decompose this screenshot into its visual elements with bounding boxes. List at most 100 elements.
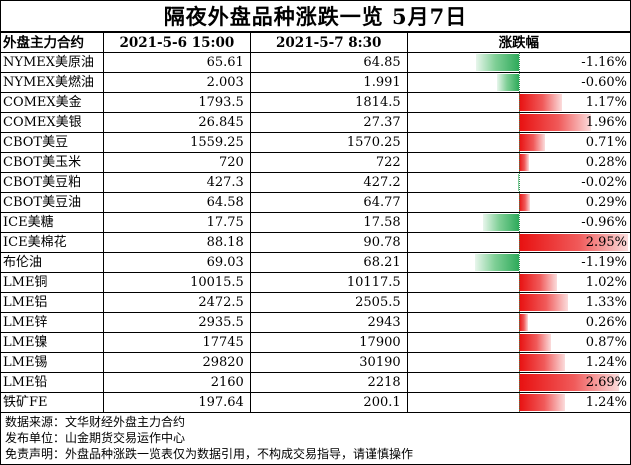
change-bar-up	[518, 374, 619, 391]
change-bar-up	[518, 314, 529, 331]
contract-name: CBOT美豆	[0, 132, 104, 153]
curr-price: 10117.5	[249, 272, 408, 293]
zero-line	[518, 173, 520, 192]
table-row: LME铝 2472.5 2505.5 1.33%	[0, 292, 631, 313]
zero-line	[518, 313, 520, 332]
curr-price: 1.991	[249, 72, 408, 93]
table-row: CBOT美豆油 64.58 64.77 0.29%	[0, 192, 631, 213]
header-contract: 外盘主力合约	[0, 32, 104, 53]
change-cell: 1.24%	[406, 392, 631, 413]
change-percent: -0.96%	[581, 215, 627, 230]
table-row: LME锌 2935.5 2943 0.26%	[0, 312, 631, 333]
curr-price: 1814.5	[249, 92, 408, 113]
curr-price: 30190	[249, 352, 408, 373]
change-cell: -0.02%	[406, 172, 631, 193]
contract-name: LME铅	[0, 372, 104, 393]
change-cell: 1.17%	[406, 92, 631, 113]
curr-price: 17.58	[249, 212, 408, 233]
zero-line	[518, 273, 520, 292]
change-percent: 1.33%	[585, 295, 627, 310]
change-cell: 2.69%	[406, 372, 631, 393]
contract-name: CBOT美豆粕	[0, 172, 104, 193]
prev-price: 69.03	[102, 252, 251, 273]
change-bar-up	[518, 334, 552, 351]
change-percent: 0.29%	[585, 195, 627, 210]
contract-name: LME锌	[0, 312, 104, 333]
curr-price: 2505.5	[249, 292, 408, 313]
zero-line	[518, 193, 520, 212]
contract-name: LME锡	[0, 352, 104, 373]
contract-name: LME镍	[0, 332, 104, 353]
curr-price: 17900	[249, 332, 408, 353]
zero-line	[518, 393, 520, 412]
change-bar-up	[518, 154, 530, 171]
change-bar-up	[518, 274, 557, 291]
prev-price: 10015.5	[102, 272, 251, 293]
change-bar-up	[518, 94, 563, 111]
change-cell: -1.16%	[406, 52, 631, 73]
table-row: CBOT美豆 1559.25 1570.25 0.71%	[0, 132, 631, 153]
zero-line	[518, 293, 520, 312]
zero-line	[518, 353, 520, 372]
change-percent: 1.24%	[585, 355, 627, 370]
change-cell: 0.28%	[406, 152, 631, 173]
change-percent: 1.96%	[585, 115, 627, 130]
change-cell: 0.71%	[406, 132, 631, 153]
change-cell: 1.24%	[406, 352, 631, 373]
prev-price: 26.845	[102, 112, 251, 133]
change-percent: 0.28%	[585, 155, 627, 170]
table-row: LME锡 29820 30190 1.24%	[0, 352, 631, 373]
change-cell: 1.33%	[406, 292, 631, 313]
curr-price: 427.2	[249, 172, 408, 193]
prev-price: 2472.5	[102, 292, 251, 313]
change-percent: 2.69%	[585, 375, 627, 390]
page-title: 隔夜外盘品种涨跌一览 5月7日	[0, 0, 631, 32]
change-bar-down	[496, 74, 519, 91]
change-percent: -0.02%	[581, 175, 627, 190]
contract-name: COMEX美银	[0, 112, 104, 133]
table-row: NYMEX美原油 65.61 64.85 -1.16%	[0, 52, 631, 73]
prev-price: 1559.25	[102, 132, 251, 153]
change-bar-down	[474, 254, 519, 271]
curr-price: 64.85	[249, 52, 408, 73]
change-bar-down	[518, 174, 519, 191]
footnotes: 数据来源：文华财经外盘主力合约 发布单位：山金期货交易运作中心 免责声明：外盘品…	[0, 413, 631, 465]
table-row: 布伦油 69.03 68.21 -1.19%	[0, 252, 631, 273]
table-row: COMEX美银 26.845 27.37 1.96%	[0, 112, 631, 133]
change-percent: 0.26%	[585, 315, 627, 330]
zero-line	[518, 113, 520, 132]
curr-price: 90.78	[249, 232, 408, 253]
prev-price: 720	[102, 152, 251, 173]
table-row: LME镍 17745 17900 0.87%	[0, 332, 631, 353]
change-cell: 1.96%	[406, 112, 631, 133]
header-curr-time: 2021-5-7 8:30	[249, 32, 408, 53]
table-row: CBOT美豆粕 427.3 427.2 -0.02%	[0, 172, 631, 193]
change-bar-up	[518, 234, 629, 251]
contract-name: LME铝	[0, 292, 104, 313]
prev-price: 64.58	[102, 192, 251, 213]
contract-name: 铁矿FE	[0, 392, 104, 413]
change-cell: 1.02%	[406, 272, 631, 293]
change-cell: 0.87%	[406, 332, 631, 353]
contract-name: NYMEX美燃油	[0, 72, 104, 93]
note-disclaimer: 免责声明：外盘品种涨跌一览表仅为数据引用，不构成交易指导，请谨慎操作	[5, 447, 414, 461]
change-bar-up	[518, 294, 569, 311]
table-row: ICE美糖 17.75 17.58 -0.96%	[0, 212, 631, 233]
prev-price: 2935.5	[102, 312, 251, 333]
curr-price: 27.37	[249, 112, 408, 133]
curr-price: 200.1	[249, 392, 408, 413]
zero-line	[518, 73, 520, 92]
table-row: NYMEX美燃油 2.003 1.991 -0.60%	[0, 72, 631, 93]
change-bar-up	[518, 354, 565, 371]
change-percent: 1.24%	[585, 395, 627, 410]
change-bar-up	[518, 114, 592, 131]
prev-price: 65.61	[102, 52, 251, 73]
zero-line	[518, 153, 520, 172]
curr-price: 64.77	[249, 192, 408, 213]
contract-name: 布伦油	[0, 252, 104, 273]
change-cell: 2.95%	[406, 232, 631, 253]
curr-price: 2943	[249, 312, 408, 333]
curr-price: 2218	[249, 372, 408, 393]
change-cell: -1.19%	[406, 252, 631, 273]
